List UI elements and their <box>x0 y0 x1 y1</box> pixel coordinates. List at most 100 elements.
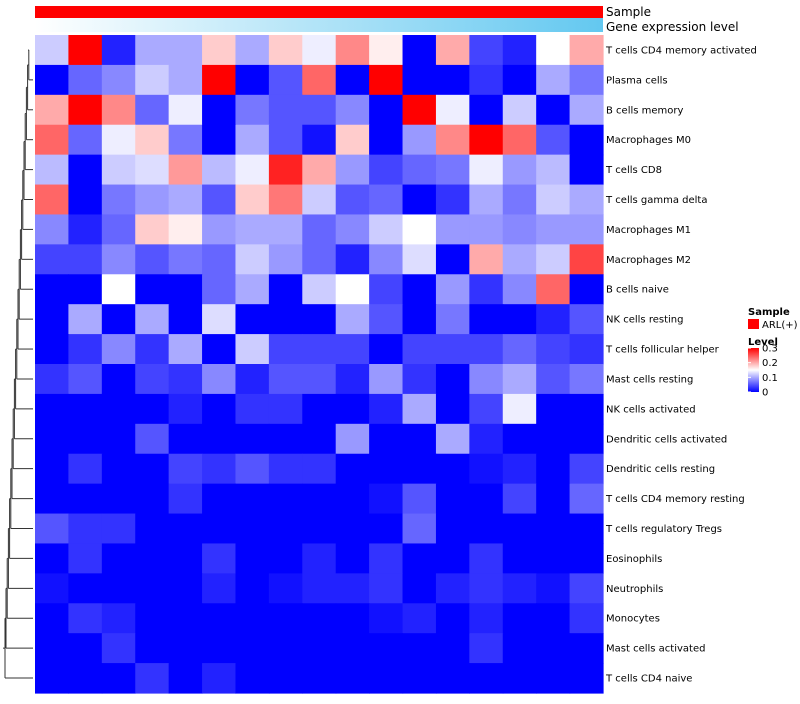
heatmap-cell <box>35 304 70 335</box>
heatmap-cell <box>235 214 270 245</box>
heatmap-cell <box>469 393 504 425</box>
heatmap-cell <box>502 64 537 96</box>
row-label: Macrophages M0 <box>606 135 691 146</box>
heatmap-cell <box>402 393 437 425</box>
heatmap-cell <box>168 483 203 515</box>
legend-level-ticks: 0.3 0.2 0.1 0 <box>748 344 778 399</box>
heatmap-cell <box>469 214 504 245</box>
heatmap-cell <box>469 633 504 664</box>
heatmap-cell <box>168 214 203 245</box>
legend-tick-label: 0.2 <box>762 358 778 369</box>
heatmap-cell <box>168 64 203 96</box>
row-label: Dendritic cells resting <box>606 464 715 475</box>
heatmap-cell <box>101 663 136 694</box>
heatmap-cell <box>302 214 337 245</box>
heatmap-cell <box>101 154 136 186</box>
heatmap-cell <box>35 35 70 66</box>
heatmap-cell <box>235 64 270 96</box>
heatmap-cell <box>369 483 404 515</box>
heatmap-cell <box>268 334 303 365</box>
heatmap-cell <box>502 214 537 245</box>
heatmap-cell <box>536 513 571 545</box>
heatmap-cell <box>235 453 270 485</box>
heatmap-cell <box>435 364 470 395</box>
heatmap-cell <box>369 423 404 455</box>
heatmap-cell <box>235 94 270 126</box>
heatmap-cell <box>202 513 237 545</box>
row-label: Dendritic cells activated <box>606 434 727 445</box>
heatmap-cell <box>168 633 203 664</box>
heatmap-cell <box>402 35 437 66</box>
heatmap-cell <box>569 35 604 66</box>
heatmap-cell <box>268 393 303 425</box>
heatmap-cell <box>302 483 337 515</box>
heatmap-cell <box>302 393 337 425</box>
heatmap-cell <box>202 244 237 275</box>
heatmap-cell <box>369 274 404 305</box>
heatmap-cell <box>135 483 170 515</box>
heatmap-cell <box>35 64 70 96</box>
heatmap-cell <box>202 423 237 455</box>
heatmap-cell <box>302 304 337 335</box>
heatmap-cell <box>435 513 470 545</box>
heatmap-cell <box>569 334 604 365</box>
heatmap-cell <box>502 94 537 126</box>
heatmap-cell <box>402 423 437 455</box>
heatmap-cell <box>135 573 170 604</box>
heatmap-cell <box>402 244 437 275</box>
row-label: Eosinophils <box>606 554 662 565</box>
heatmap-cell <box>502 334 537 365</box>
heatmap-cell <box>235 154 270 186</box>
heatmap-cell <box>101 633 136 664</box>
heatmap-cell <box>469 184 504 216</box>
heatmap-cell <box>369 244 404 275</box>
heatmap-cell <box>68 274 103 305</box>
heatmap-cell <box>168 423 203 455</box>
heatmap-cell <box>302 154 337 186</box>
heatmap-cell <box>35 154 70 186</box>
heatmap-cell <box>68 543 103 574</box>
heatmap-cell <box>235 364 270 395</box>
heatmap-cell <box>402 124 437 156</box>
heatmap-cell <box>135 244 170 275</box>
heatmap-cell <box>235 184 270 216</box>
heatmap-cell <box>268 244 303 275</box>
heatmap-cell <box>536 603 571 634</box>
heatmap-cell <box>502 513 537 545</box>
heatmap-cell <box>302 94 337 126</box>
heatmap-cell <box>469 334 504 365</box>
heatmap-cell <box>135 453 170 485</box>
sample-annotation-bar <box>35 6 603 18</box>
heatmap-cell <box>335 214 370 245</box>
heatmap-cell <box>569 274 604 305</box>
heatmap-cell <box>202 64 237 96</box>
legend-level-title: Level <box>748 337 778 348</box>
legend-tick-label: 0 <box>762 388 768 399</box>
heatmap-cell <box>369 543 404 574</box>
heatmap-cell <box>502 364 537 395</box>
heatmap-cell <box>68 483 103 515</box>
heatmap-cell <box>369 304 404 335</box>
heatmap-cell <box>101 35 136 66</box>
row-label: Plasma cells <box>606 75 668 86</box>
heatmap-cell <box>569 154 604 186</box>
heatmap-cell <box>235 543 270 574</box>
heatmap-cell <box>168 244 203 275</box>
heatmap-cell <box>68 94 103 126</box>
heatmap-cell <box>168 35 203 66</box>
heatmap-cell <box>502 184 537 216</box>
heatmap-cell <box>135 603 170 634</box>
sample-annotation-label: Sample <box>606 5 651 19</box>
heatmap-cell <box>168 334 203 365</box>
heatmap-cell <box>202 393 237 425</box>
heatmap-cell <box>469 364 504 395</box>
heatmap-cell <box>569 64 604 96</box>
row-label: Monocytes <box>606 614 660 625</box>
heatmap-cell <box>302 603 337 634</box>
heatmap-cell <box>235 124 270 156</box>
heatmap-cell <box>469 94 504 126</box>
heatmap-cell <box>202 334 237 365</box>
heatmap-cell <box>68 214 103 245</box>
heatmap-cell <box>369 393 404 425</box>
legend-tick-label: 0.3 <box>762 344 778 355</box>
